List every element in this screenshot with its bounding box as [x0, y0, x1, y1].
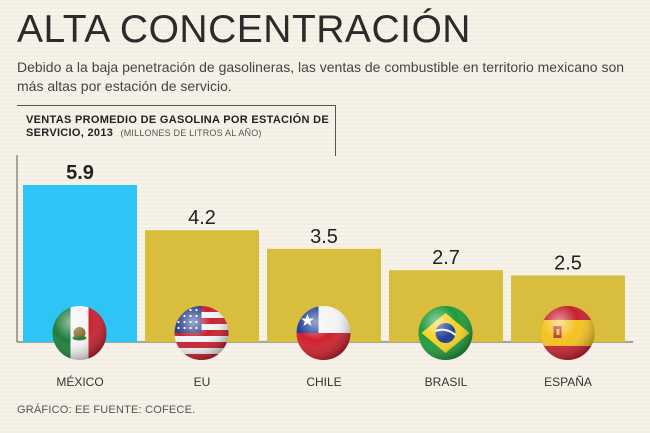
category-label: BRASIL: [425, 375, 468, 389]
chart-title-block: VENTAS PROMEDIO DE GASOLINA POR ESTACIÓN…: [26, 114, 336, 140]
category-label: ESPAÑA: [544, 375, 592, 389]
value-label: 4.2: [188, 207, 216, 229]
credit-line: GRÁFICO: EE FUENTE: COFECE.: [17, 404, 196, 416]
chart-title: VENTAS PROMEDIO DE GASOLINA POR ESTACIÓN…: [26, 114, 329, 139]
page-subtitle: Debido a la baja penetración de gasoline…: [17, 59, 625, 94]
spain-flag-icon: [540, 306, 595, 360]
brazil-flag-icon: [418, 306, 473, 360]
value-label: 5.9: [66, 162, 94, 184]
value-label: 2.5: [554, 252, 582, 274]
value-label: 2.7: [432, 247, 460, 269]
category-label: EU: [194, 375, 211, 389]
category-label: CHILE: [306, 375, 341, 389]
value-label: 3.5: [310, 226, 338, 248]
category-label: MÉXICO: [56, 374, 103, 389]
mexico-flag-icon: [52, 306, 107, 360]
usa-flag-icon: [174, 306, 229, 360]
chile-flag-icon: [296, 306, 351, 360]
chart-title-frame: [17, 105, 336, 156]
page-title: ALTA CONCENTRACIÓN: [17, 8, 471, 51]
chart-units: (MILLONES DE LITROS AL AÑO): [120, 128, 262, 138]
